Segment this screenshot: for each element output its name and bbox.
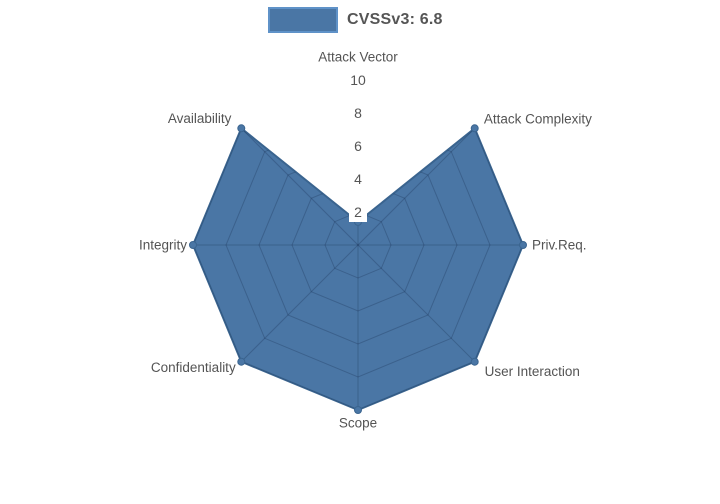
tick-label-box <box>349 103 367 123</box>
tick-label-box <box>343 70 373 90</box>
tick-label: 2 <box>354 204 362 220</box>
grid-ring <box>225 128 491 378</box>
axis-label-priv-req-: Priv.Req. <box>532 238 587 253</box>
grid-spoke <box>240 244 359 363</box>
grid-spoke <box>357 244 476 363</box>
grid-ring <box>324 211 392 279</box>
tick-label: 6 <box>354 138 362 154</box>
legend-label[interactable]: CVSSv3: 6.8 <box>347 11 443 28</box>
axis-label-attack-vector: Attack Vector <box>318 50 398 65</box>
vertex-marker <box>237 357 246 366</box>
grid-spoke <box>240 128 359 246</box>
grid-spoke <box>357 128 476 246</box>
grid-ring <box>258 145 458 345</box>
tick-label-box <box>349 136 367 156</box>
grid-ring <box>291 178 425 312</box>
axis-label-confidentiality: Confidentiality <box>151 360 236 375</box>
vertex-marker <box>189 241 197 249</box>
legend[interactable]: CVSSv3: 6.8 <box>268 7 443 33</box>
tick-label: 10 <box>350 72 366 88</box>
tick-label: 4 <box>354 171 362 187</box>
axis-label-availability: Availability <box>168 111 232 126</box>
tick-label-box <box>349 169 367 189</box>
vertex-marker <box>237 124 246 133</box>
axis-label-scope: Scope <box>339 416 377 431</box>
vertex-marker <box>470 357 479 366</box>
vertex-marker <box>519 241 527 249</box>
vertex-marker <box>354 406 362 414</box>
grid-group <box>193 128 523 411</box>
axis-label-integrity: Integrity <box>139 238 187 253</box>
tick-label-box <box>349 202 367 222</box>
axis-label-attack-complexity: Attack Complexity <box>484 112 592 127</box>
axis-label-user-interaction: User Interaction <box>485 364 580 379</box>
vertex-marker <box>470 124 479 133</box>
legend-swatch[interactable] <box>268 7 338 33</box>
tick-label: 8 <box>354 105 362 121</box>
